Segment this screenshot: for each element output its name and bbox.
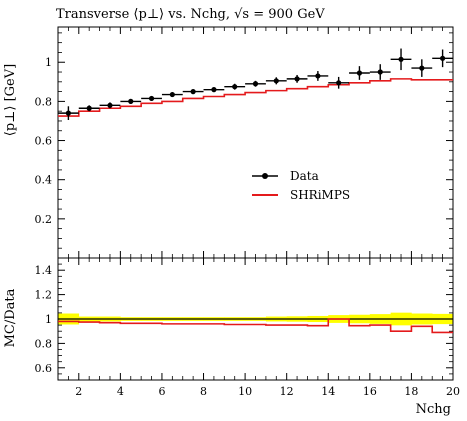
main-ticks	[58, 27, 454, 258]
main-ytick-label: 0.8	[35, 95, 53, 108]
legend-shrimps-label: SHRiMPS	[290, 188, 350, 202]
data-marker	[377, 69, 383, 75]
data-marker	[169, 91, 175, 98]
data-marker	[419, 65, 425, 71]
data-marker	[336, 80, 342, 86]
ratio-xtick-label: 2	[75, 385, 82, 398]
ratio-panel: 0.6 0.8 1 1.2 1.4 2 4 6 8 10 12 14 16 18 20 MC/Data N…	[3, 257, 460, 417]
main-ytick-label: 0.2	[35, 213, 53, 226]
main-plot-frame	[57, 26, 454, 259]
data-marker	[65, 110, 71, 116]
ratio-xtick-label: 12	[280, 385, 294, 398]
legend-item-shrimps: SHRiMPS	[252, 188, 350, 202]
ratio-y-axis-label: MC/Data	[3, 288, 18, 347]
main-y-axis-label: ⟨p⊥⟩ [GeV]	[3, 64, 18, 136]
data-point	[141, 95, 162, 102]
ratio-xtick-label: 10	[238, 385, 252, 398]
data-point	[307, 71, 329, 81]
data-point	[369, 64, 391, 80]
data-point	[286, 74, 308, 83]
main-ytick-label: 0.6	[35, 135, 53, 148]
ratio-xtick-label: 14	[321, 385, 335, 398]
main-series	[58, 48, 453, 120]
data-point	[245, 80, 266, 87]
data-point	[78, 105, 100, 112]
data-marker	[356, 70, 363, 76]
main-ytick-labels: 0.2 0.4 0.6 0.8 1	[35, 56, 53, 226]
ratio-xtick-label: 6	[158, 385, 165, 398]
legend: Data SHRiMPS	[252, 169, 350, 202]
data-marker	[107, 102, 113, 108]
ratio-mc-step-line	[58, 318, 453, 334]
legend-data-label: Data	[290, 169, 319, 183]
data-point	[182, 89, 204, 95]
data-marker	[128, 98, 134, 104]
ratio-x-axis-label: Nchg	[416, 402, 451, 417]
data-point	[265, 77, 287, 85]
data-marker	[398, 56, 404, 62]
ratio-ytick-labels: 0.6 0.8 1 1.2 1.4	[35, 264, 53, 375]
data-marker	[148, 95, 155, 102]
data-point	[390, 48, 412, 71]
data-point	[328, 76, 350, 89]
data-point	[224, 83, 246, 90]
mc-step-line	[58, 78, 453, 117]
data-marker	[315, 73, 321, 79]
main-panel: 0.2 0.4 0.6 0.8 1 ⟨p⊥⟩ [GeV]	[3, 26, 454, 259]
ratio-ytick-label: 0.6	[35, 362, 53, 375]
ratio-series	[58, 318, 453, 334]
ratio-xtick-label: 4	[117, 385, 124, 398]
ratio-xtick-labels: 2 4 6 8 10 12 14 16 18 20	[75, 385, 460, 398]
data-point	[161, 91, 183, 98]
data-point	[349, 66, 370, 80]
ratio-ytick-label: 1	[45, 313, 52, 326]
ratio-ytick-label: 0.8	[35, 337, 53, 350]
data-point	[120, 98, 142, 104]
data-point	[99, 102, 121, 109]
data-marker	[252, 81, 259, 87]
data-marker	[232, 84, 238, 90]
legend-item-data: Data	[252, 169, 319, 183]
ratio-xtick-label: 8	[200, 385, 207, 398]
chart-title: Transverse ⟨p⊥⟩ vs. Nchg, √s = 900 GeV	[56, 7, 325, 22]
main-ytick-label: 0.4	[35, 174, 53, 187]
data-marker	[86, 105, 92, 111]
data-marker	[190, 89, 196, 95]
legend-data-marker-dot	[262, 173, 268, 179]
ratio-xtick-label: 16	[363, 385, 377, 398]
ratio-ytick-label: 1.2	[35, 289, 53, 302]
main-ytick-label: 1	[45, 56, 52, 69]
ratio-xtick-label: 18	[404, 385, 418, 398]
ratio-xtick-label: 20	[446, 385, 460, 398]
data-point	[411, 59, 433, 77]
data-marker	[211, 87, 217, 93]
data-point	[432, 49, 453, 68]
data-point	[203, 87, 225, 93]
data-marker	[440, 55, 446, 61]
ratio-ytick-label: 1.4	[35, 264, 53, 277]
data-point	[58, 106, 79, 120]
data-marker	[294, 76, 300, 82]
data-marker	[273, 78, 279, 84]
